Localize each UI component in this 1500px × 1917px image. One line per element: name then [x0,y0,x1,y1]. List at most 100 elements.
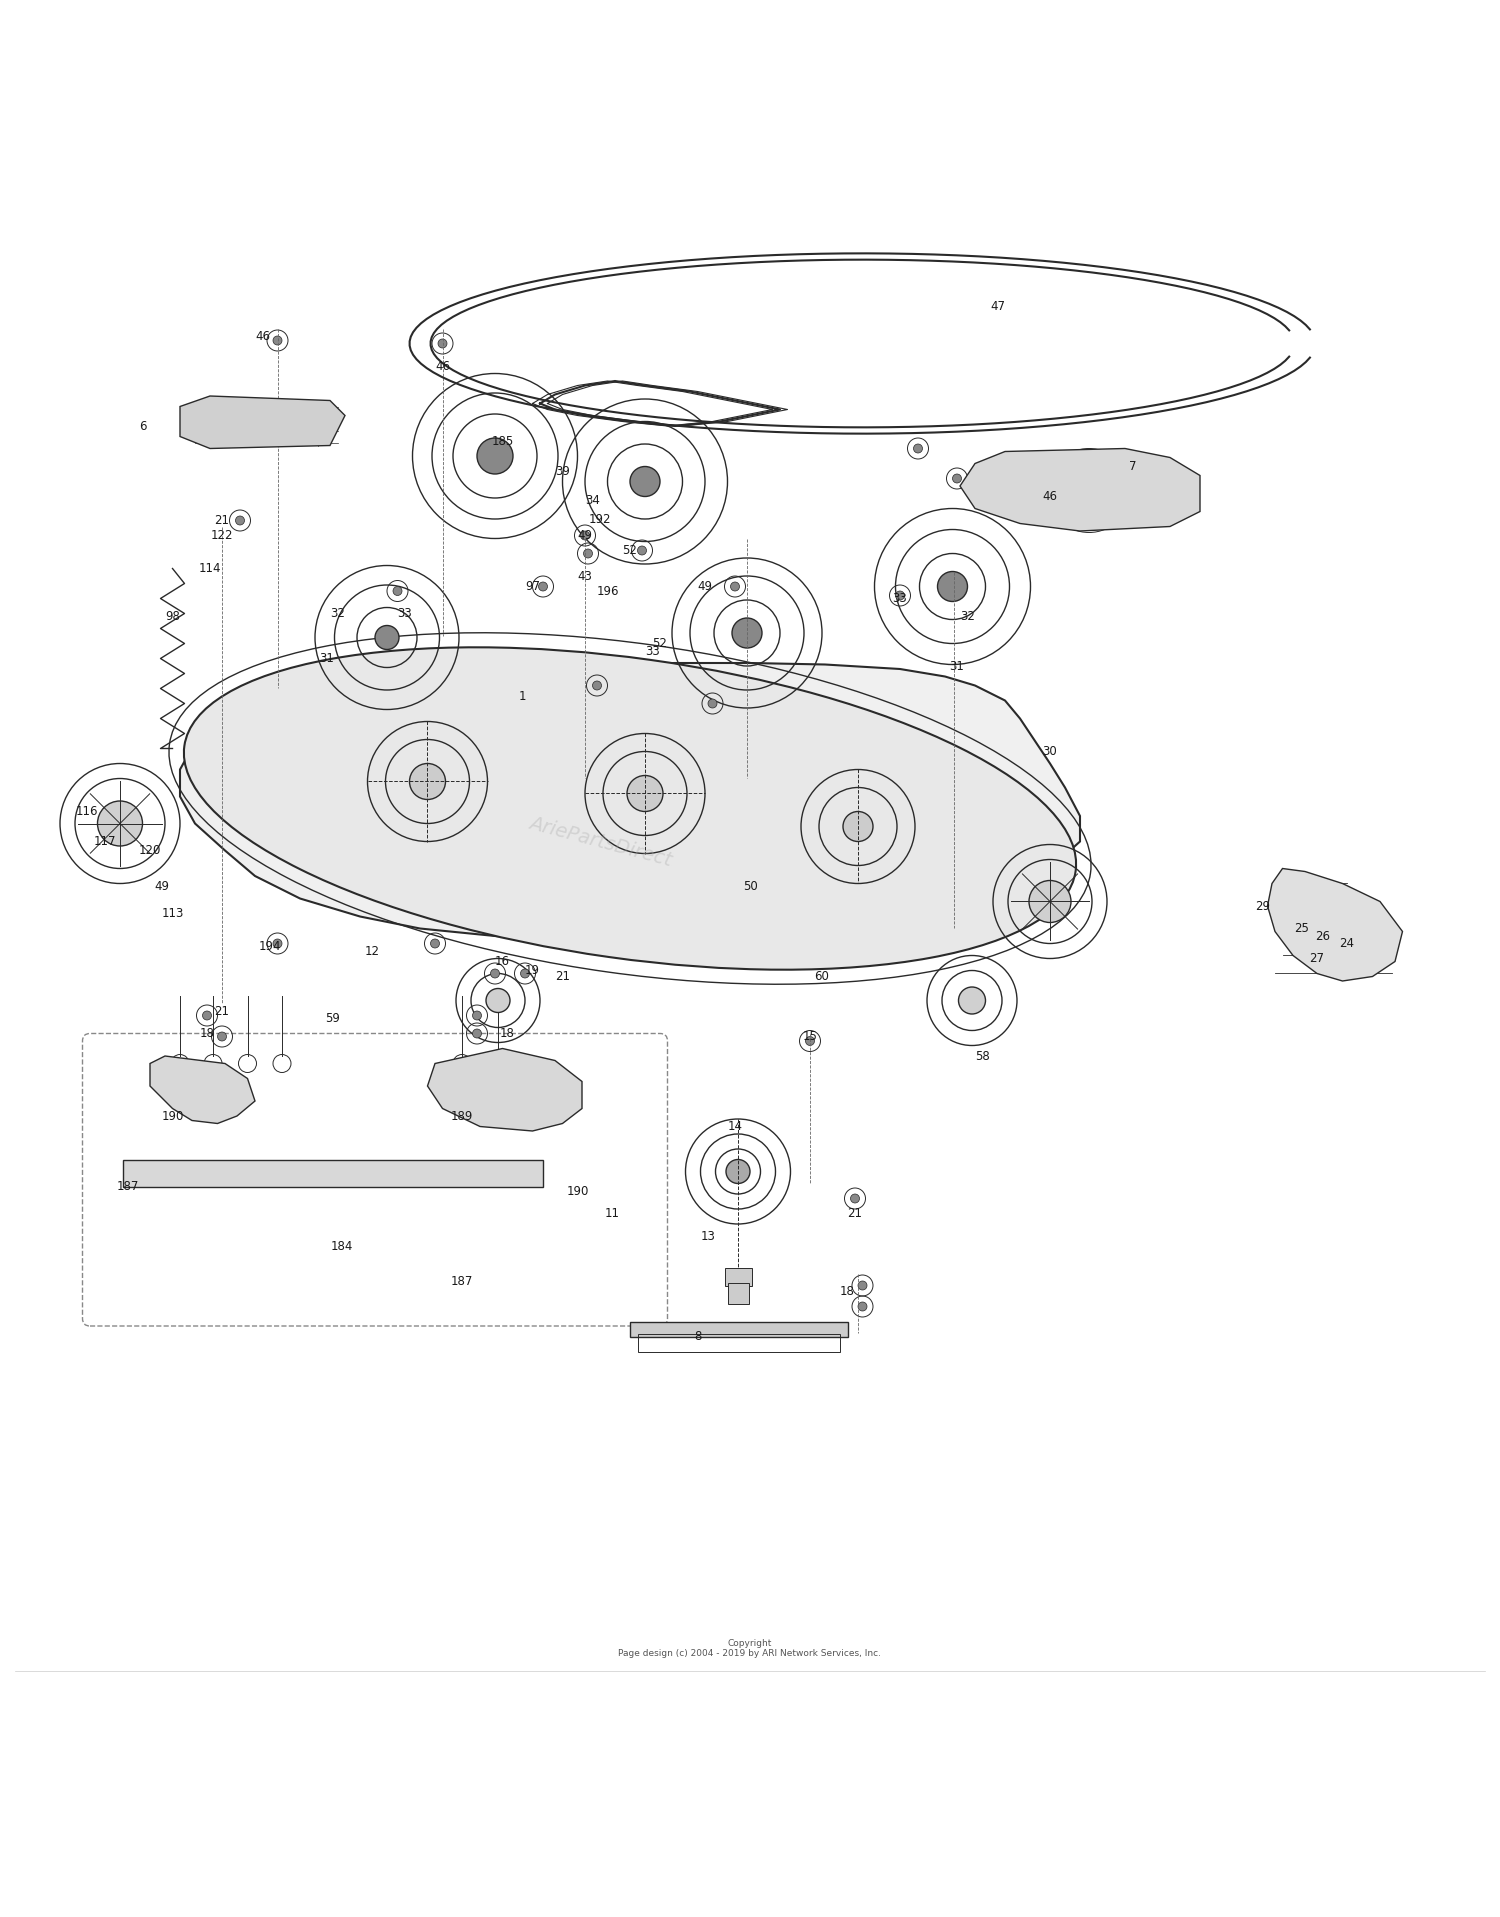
Circle shape [273,939,282,949]
Text: 14: 14 [728,1120,742,1133]
Circle shape [477,437,513,473]
Circle shape [98,801,142,845]
Text: 52: 52 [652,636,668,650]
Circle shape [520,968,530,978]
Text: 31: 31 [950,659,964,673]
Text: 8: 8 [694,1330,700,1344]
Circle shape [896,590,904,600]
Ellipse shape [184,648,1076,970]
Circle shape [472,1010,482,1020]
Text: AriePartsDirect: AriePartsDirect [526,813,674,870]
Text: 116: 116 [75,805,99,819]
Text: 187: 187 [452,1275,472,1288]
Circle shape [726,1160,750,1183]
Text: 6: 6 [138,420,147,433]
Circle shape [430,939,439,949]
Text: 33: 33 [892,592,908,606]
Text: 12: 12 [364,945,380,957]
Text: 187: 187 [117,1181,138,1192]
Text: 190: 190 [162,1110,183,1123]
Text: 24: 24 [1340,937,1354,951]
Bar [630,1321,848,1336]
Text: 33: 33 [645,644,660,658]
Circle shape [952,473,962,483]
Text: 46: 46 [255,330,270,343]
Circle shape [858,1302,867,1311]
Text: 49: 49 [154,880,170,893]
Text: 34: 34 [585,495,600,508]
Text: 25: 25 [1294,922,1310,935]
Text: 18: 18 [840,1284,855,1298]
Text: 29: 29 [1256,899,1270,912]
Circle shape [843,811,873,842]
Text: 46: 46 [1042,491,1058,502]
Circle shape [708,700,717,707]
Text: 7: 7 [1128,460,1137,473]
Bar [724,1267,752,1286]
Text: 27: 27 [1310,953,1324,964]
Circle shape [850,1194,859,1204]
Text: 1: 1 [519,690,525,702]
Polygon shape [960,449,1200,531]
Text: 52: 52 [622,544,638,558]
Circle shape [958,987,986,1014]
Text: 114: 114 [198,562,222,575]
Circle shape [638,546,646,556]
Text: 18: 18 [200,1028,214,1041]
Circle shape [538,583,548,590]
Text: 11: 11 [604,1208,619,1219]
Circle shape [410,763,446,799]
Text: 189: 189 [452,1110,472,1123]
Text: 18: 18 [500,1028,514,1041]
Polygon shape [180,397,345,449]
Text: 33: 33 [398,608,412,619]
Bar [638,1334,840,1351]
Circle shape [730,583,740,590]
Text: 43: 43 [578,569,592,583]
Text: 49: 49 [578,529,592,543]
Text: 59: 59 [326,1012,340,1026]
Circle shape [914,445,922,452]
Text: 192: 192 [588,512,612,525]
Polygon shape [180,663,1080,943]
Circle shape [202,1010,211,1020]
Polygon shape [427,1049,582,1131]
Text: 185: 185 [492,435,513,447]
Circle shape [273,335,282,345]
Text: Copyright
Page design (c) 2004 - 2019 by ARI Network Services, Inc.: Copyright Page design (c) 2004 - 2019 by… [618,1639,882,1658]
Circle shape [393,587,402,596]
Text: 21: 21 [555,970,570,983]
Circle shape [630,466,660,497]
Text: 26: 26 [1316,930,1330,943]
Text: 21: 21 [847,1208,862,1219]
Circle shape [938,571,968,602]
Circle shape [584,548,592,558]
Circle shape [580,531,590,541]
Text: 21: 21 [214,1005,230,1018]
Text: 16: 16 [495,955,510,968]
Bar [728,1282,748,1304]
Text: 120: 120 [140,843,160,857]
Text: 15: 15 [802,1029,818,1043]
Polygon shape [1268,868,1402,982]
Text: 49: 49 [698,581,712,592]
Bar [1282,901,1310,916]
Text: 31: 31 [320,652,334,665]
Circle shape [806,1037,814,1045]
Circle shape [217,1031,226,1041]
Polygon shape [150,1056,255,1123]
Text: 113: 113 [162,907,183,920]
Text: 60: 60 [815,970,830,983]
Circle shape [438,339,447,349]
Text: 46: 46 [435,360,450,372]
Text: 30: 30 [1042,746,1058,757]
Text: 50: 50 [742,880,758,893]
Circle shape [236,516,244,525]
Text: 196: 196 [596,585,618,598]
Text: 13: 13 [700,1229,715,1242]
Text: 32: 32 [330,608,345,619]
Circle shape [732,617,762,648]
Text: 122: 122 [210,529,234,543]
Circle shape [627,776,663,811]
Circle shape [592,681,602,690]
